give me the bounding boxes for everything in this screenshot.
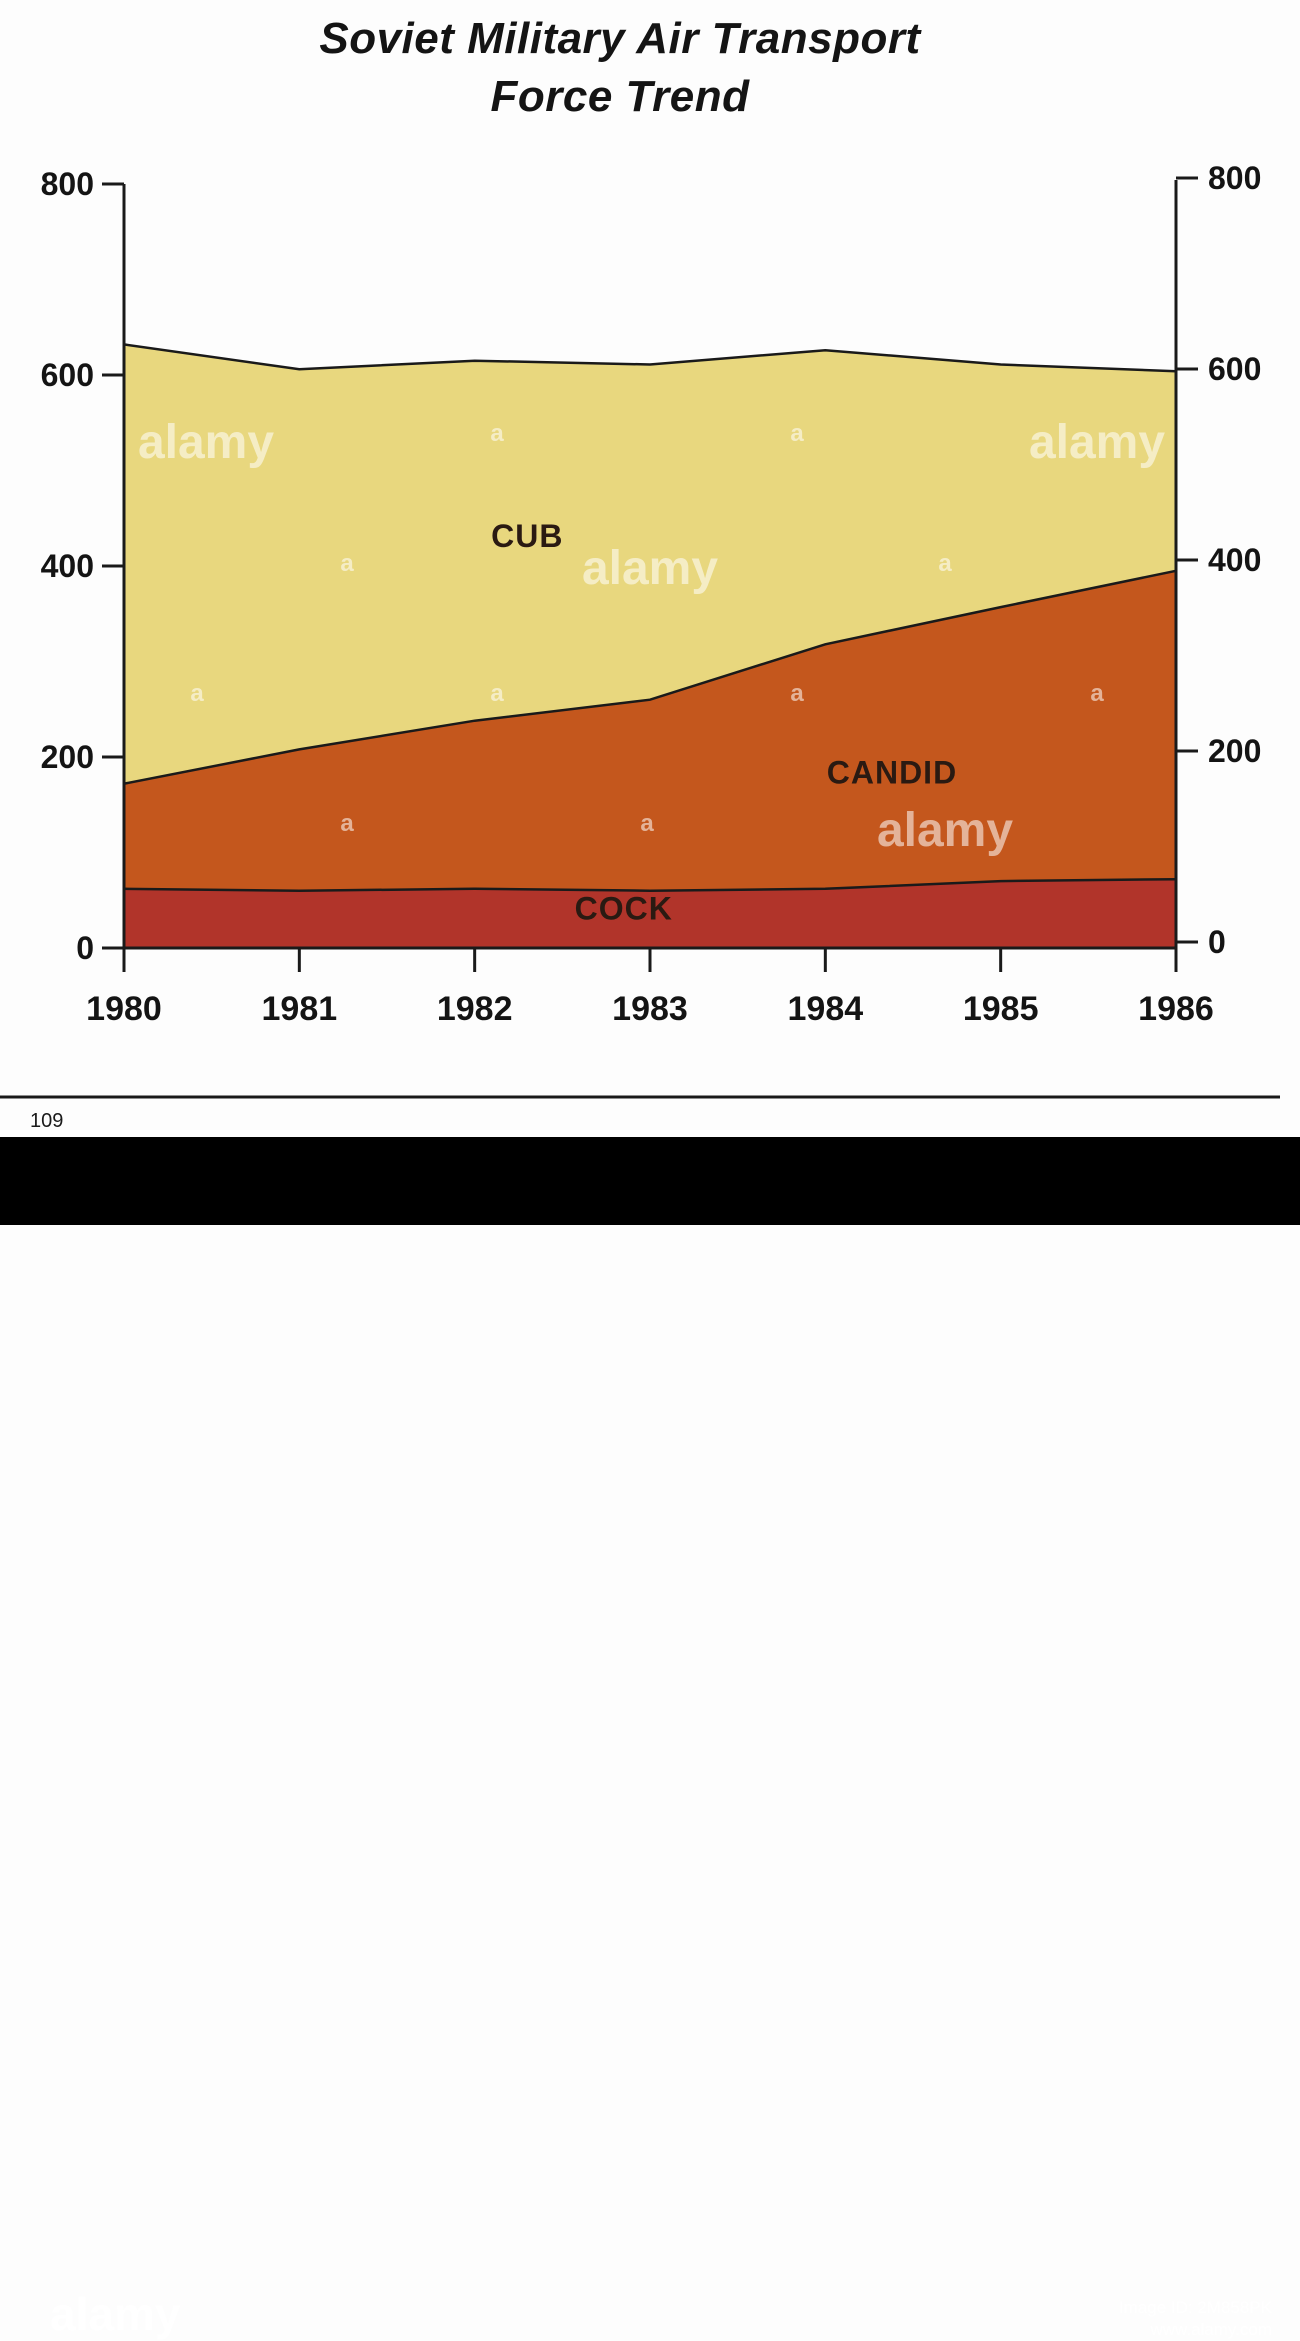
y-tick-label-right-200: 200: [1208, 733, 1261, 769]
watermark-text-0: alamy: [138, 416, 274, 469]
watermark-mark-7: a: [1090, 680, 1104, 707]
line-candid-top: [123, 569, 1177, 785]
x-tick-label-1983: 1983: [612, 990, 688, 1028]
area-cub: [124, 344, 1176, 784]
watermark-mark-5: a: [490, 680, 504, 707]
chart: Soviet Military Air Transport Force Tren…: [0, 14, 1300, 2340]
watermark-id: Image ID: 2M858PK www.alamy.com: [1119, 2297, 1272, 2341]
y-tick-label-left-0: 0: [76, 930, 94, 966]
area-cock: [124, 879, 1176, 948]
watermark-mark-6: a: [790, 680, 804, 707]
chart-title-line-2: Force Trend: [490, 72, 750, 121]
x-tick-label-1982: 1982: [437, 990, 513, 1028]
boundary-lines: [123, 343, 1177, 892]
chart-title-line-1: Soviet Military Air Transport: [319, 14, 921, 63]
series-label-cub: CUB: [491, 518, 563, 554]
watermark-footer: alamy Image ID: 2M858PK www.alamy.com: [0, 1137, 1300, 2340]
watermark-overlay: alamy alamy alamy alamy a a a a a a a a a a: [138, 416, 1165, 857]
watermark-id-line-1: Image ID: 2M858PK: [1118, 2298, 1272, 2317]
watermark-id-line-2: www.alamy.com: [1150, 2320, 1272, 2339]
series-labels: COCK CANDID CUB: [491, 518, 957, 926]
watermark-logo: alamy: [50, 2288, 181, 2340]
watermark-mark-4: a: [190, 680, 204, 707]
y-tick-label-right-400: 400: [1208, 542, 1261, 578]
y-tick-label-left-800: 800: [41, 166, 94, 202]
watermark-mark-2: a: [340, 550, 354, 577]
x-tick-label-1980: 1980: [86, 990, 162, 1028]
series-label-candid: CANDID: [827, 755, 957, 791]
y-tick-label-left-600: 600: [41, 357, 94, 393]
x-tick-label-1984: 1984: [788, 990, 864, 1028]
area-candid: [124, 570, 1176, 891]
y-tick-label-right-600: 600: [1208, 351, 1261, 387]
line-cock-top: [123, 877, 1177, 892]
watermark-mark-0: a: [490, 420, 504, 447]
area-chart-plot: 0 0 200 200 400 400 600 600 800 800 1980 1981 1982 19…: [0, 160, 1280, 1099]
x-tick-label-1985: 1985: [963, 990, 1039, 1028]
y-tick-label-right-800: 800: [1208, 160, 1261, 196]
y-tick-label-left-200: 200: [41, 739, 94, 775]
line-cub-top: [123, 343, 1177, 373]
watermark-text-2: alamy: [1029, 416, 1165, 469]
watermark-text-3: alamy: [877, 804, 1013, 857]
watermark-mark-3: a: [938, 550, 952, 577]
series-label-cock: COCK: [575, 890, 673, 926]
x-tick-label-1981: 1981: [262, 990, 338, 1028]
watermark-mark-9: a: [640, 810, 654, 837]
watermark-text-1: alamy: [582, 542, 718, 595]
area-layer: [124, 344, 1176, 948]
page-number: 109: [30, 1110, 64, 1132]
axes: 0 0 200 200 400 400 600 600 800 800 1980 1981 1982 19…: [0, 160, 1280, 1099]
x-tick-label-1986: 1986: [1138, 990, 1214, 1028]
watermark-mark-8: a: [340, 810, 354, 837]
y-tick-label-right-0: 0: [1208, 924, 1226, 960]
y-tick-label-left-400: 400: [41, 548, 94, 584]
watermark-mark-1: a: [790, 420, 804, 447]
